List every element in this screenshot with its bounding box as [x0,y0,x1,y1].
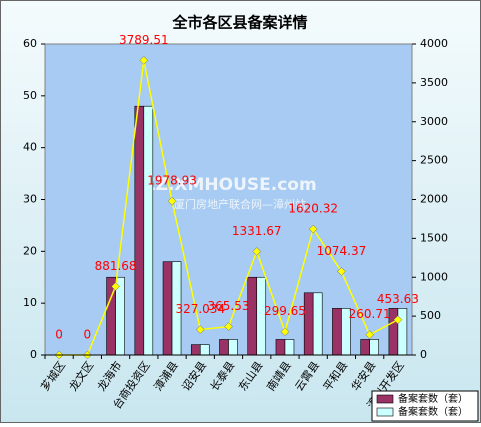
bar [228,339,238,356]
plot-area [44,43,413,356]
line-marker [308,224,318,234]
y-tick-label: 20 [23,244,37,257]
y2-tick-label: 1000 [420,270,448,283]
y-tick-label: 60 [23,37,37,50]
y-tick-label: 50 [23,89,37,102]
data-label: 1620.32 [288,202,338,216]
legend-label: 备案套数（套） [398,392,468,405]
data-label: 365.53 [208,299,250,313]
bar [312,292,323,356]
line-marker [393,315,403,325]
watermark: 厦门房地产联合网—漳州站 [174,197,306,211]
y-tick-label: 0 [30,348,37,361]
line-marker [139,56,149,65]
line-marker [280,327,290,337]
line-marker [111,282,120,291]
data-label: 299.65 [264,304,306,318]
y-tick-label: 30 [23,193,37,206]
y-tick-label: 10 [23,296,37,309]
data-label: 1978.93 [147,174,197,188]
bar [190,344,201,356]
bar [360,339,370,356]
line-marker [337,267,346,276]
bar [275,339,286,356]
line-marker [224,322,233,331]
chart-title: 全市各区县备案详情 [171,14,307,32]
watermark: ZZ.XMHOUSE.com [143,175,316,195]
bar [219,339,229,356]
bar [134,105,145,356]
bar [143,105,154,356]
line-marker [167,196,177,206]
data-label: 0 [84,328,92,342]
bar [162,261,173,356]
data-label: 3789.51 [119,33,169,47]
y2-tick-label: 0 [420,348,427,361]
line-marker [252,247,262,256]
y-tick-label: 40 [23,141,37,154]
y2-tick-label: 3500 [420,76,448,89]
y2-tick-label: 2000 [420,193,448,206]
bar [247,276,258,356]
y2-tick-label: 4000 [420,37,448,50]
data-label: 881.68 [95,259,137,273]
y2-tick-label: 2500 [420,154,448,167]
legend-swatch [376,394,394,404]
data-label: 1074.37 [317,244,367,258]
data-label: 327.034 [175,302,225,316]
bar [369,339,379,356]
y2-tick-label: 1500 [420,231,448,244]
y2-tick-label: 500 [420,309,441,322]
line-marker [365,330,375,340]
line-marker [195,325,205,334]
bar [397,308,408,356]
bar [303,292,314,356]
data-label: 453.63 [377,292,419,306]
bar [332,308,342,356]
data-label: 1331.67 [232,224,282,238]
y2-tick-label: 3000 [420,115,448,128]
legend-swatch [376,407,394,417]
bar [199,344,210,356]
data-label: 0 [55,328,63,342]
legend-label: 备案套数（套） [398,405,468,418]
bar [284,339,295,356]
data-label: 260.71 [349,307,391,321]
